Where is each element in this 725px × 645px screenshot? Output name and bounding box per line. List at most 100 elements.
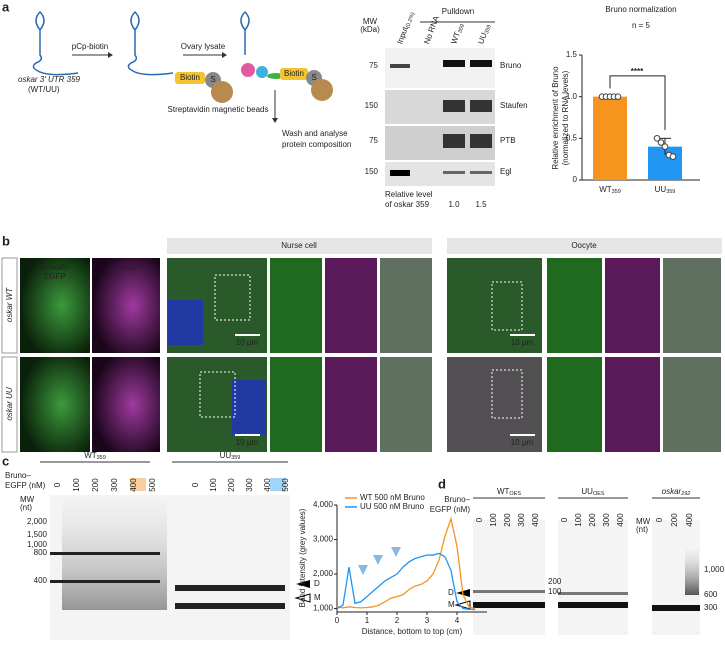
label: oskar <box>118 263 138 272</box>
label: 75 <box>369 61 378 70</box>
legend-label: WT 500 nM Bruno <box>360 493 425 502</box>
label: 400 <box>129 478 138 492</box>
label: 200 <box>91 478 100 492</box>
x-tick-label: 4 <box>455 616 460 625</box>
label: WTOES <box>497 487 521 497</box>
label: M <box>314 593 321 602</box>
label: 1.0 <box>448 200 460 209</box>
label: No RNA <box>422 14 441 45</box>
label: 400 <box>263 478 272 492</box>
label: 10 µm <box>236 338 259 347</box>
legend-label: UU 500 nM Bruno <box>360 502 425 511</box>
label: Nurse cell <box>281 241 317 250</box>
label: Biotin <box>284 69 304 78</box>
label: WT359 <box>449 22 466 46</box>
label: Oocyte <box>571 241 597 250</box>
label: Staufen <box>500 101 528 110</box>
label: MW <box>363 17 378 26</box>
label: Egl <box>500 167 512 176</box>
label: Biotin <box>180 73 200 82</box>
label: 0 <box>191 482 200 487</box>
label: 300 <box>517 513 526 527</box>
label: M <box>448 600 455 609</box>
label: (nt) <box>20 503 32 512</box>
label: UU359 <box>476 23 493 46</box>
label-base: UU <box>655 185 667 194</box>
label: 1,000 <box>704 565 725 574</box>
label: D <box>448 588 454 597</box>
label: 200 <box>588 513 597 527</box>
label: S <box>311 73 316 82</box>
label: 300 <box>110 478 119 492</box>
label: BrunoKI- <box>38 263 70 272</box>
significance-bracket <box>609 75 666 130</box>
row-box <box>1 356 18 453</box>
label-sub: 359 <box>458 23 467 34</box>
layout <box>20 10 722 640</box>
label: MW <box>20 495 35 504</box>
row-box <box>1 257 18 354</box>
label: 10 µm <box>511 338 534 347</box>
label: (normalized to RNA levels) <box>561 70 570 165</box>
label: 10 µm <box>236 438 259 447</box>
line-series <box>336 516 476 610</box>
x-tick-label: WT359 <box>599 185 621 195</box>
y-tick-label: 2,000 <box>313 569 334 578</box>
label-sub: 359 <box>484 24 493 35</box>
label: of oskar 359 <box>385 200 430 209</box>
label: 800 <box>34 548 48 557</box>
label: n = 5 <box>632 21 651 30</box>
point <box>657 139 665 146</box>
label: Wash and analyse <box>282 129 348 138</box>
x-tick-label: 2 <box>395 616 400 625</box>
label-sub: (0.2%) <box>406 12 417 29</box>
label: 200 <box>503 513 512 527</box>
x-tick-label: UU359 <box>655 185 676 195</box>
chart-title: Bruno normalization <box>605 5 676 14</box>
bar <box>593 96 627 180</box>
label: protein composition <box>282 140 351 149</box>
y-tick-label: 3,000 <box>313 535 334 544</box>
label-base: oskar <box>662 487 682 496</box>
label-base: UU <box>581 487 593 496</box>
label-base: UU <box>220 451 232 460</box>
label: MW <box>636 517 651 526</box>
label: S <box>210 75 215 84</box>
label: 200 <box>548 577 562 586</box>
panel-label: d <box>438 476 446 491</box>
label: 1,000 <box>27 540 48 549</box>
label: Relative enrichment of Bruno <box>551 66 560 170</box>
label: oskar UU <box>5 387 14 421</box>
label: 400 <box>616 513 625 527</box>
label: 400 <box>531 513 540 527</box>
label: 400 <box>685 513 694 527</box>
label: 1,500 <box>27 530 48 539</box>
label: Distance, bottom to top (cm) <box>362 627 463 636</box>
x-tick-label: 0 <box>335 616 340 625</box>
label: UUOES <box>581 487 605 497</box>
label: Bruno– <box>444 495 470 504</box>
label-base: UU <box>476 31 488 45</box>
y-tick-label: 0.5 <box>566 133 578 142</box>
label: 300 <box>602 513 611 527</box>
label: D <box>314 579 320 588</box>
label: 600 <box>704 590 718 599</box>
label: 0 <box>53 482 62 487</box>
label-sub: OES <box>509 491 521 497</box>
label: 75 <box>369 136 378 145</box>
label: 2,000 <box>27 517 48 526</box>
label: 300 <box>704 603 718 612</box>
y-tick-label: 1.0 <box>566 92 578 101</box>
label-base: WT <box>84 451 97 460</box>
label: **** <box>631 67 644 76</box>
label: oskar292 <box>662 487 691 497</box>
label-sub: OES <box>593 491 605 497</box>
label: 150 <box>365 167 379 176</box>
label: 100 <box>72 478 81 492</box>
label: (WT/UU) <box>28 85 60 94</box>
label: 0 <box>655 517 664 522</box>
label: 500 <box>281 478 290 492</box>
label-sub: 359 <box>231 455 240 461</box>
label: Bruno <box>500 61 522 70</box>
